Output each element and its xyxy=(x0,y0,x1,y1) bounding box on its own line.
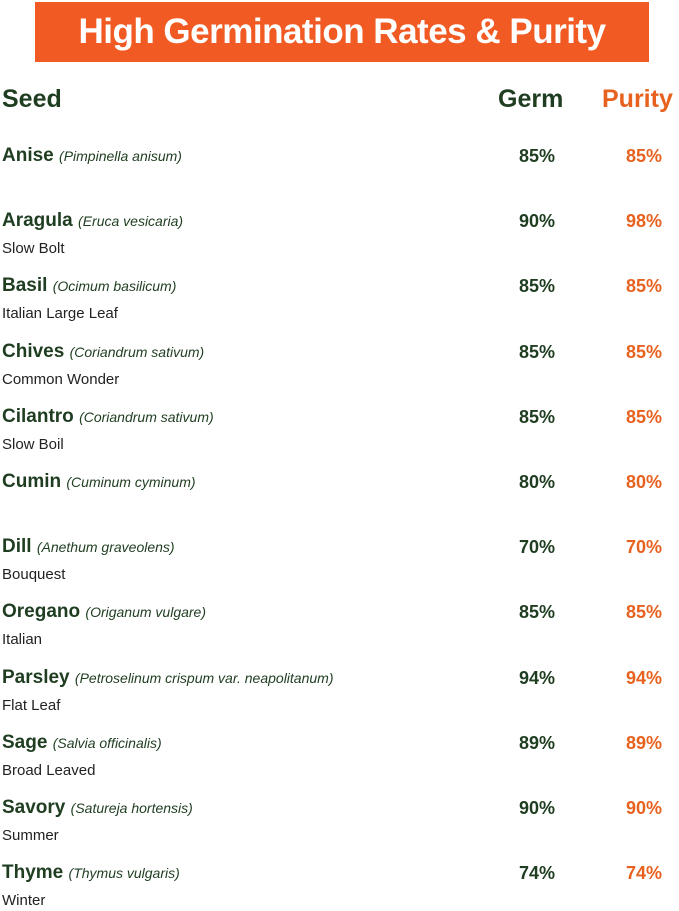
seed-name: Aragula xyxy=(2,210,73,232)
seed-name-line: Sage (Salvia officinalis) xyxy=(2,731,162,755)
latin-name: (Anethum graveolens) xyxy=(36,539,175,556)
seed-name: Basil xyxy=(2,275,48,297)
variety: Common Wonder xyxy=(2,370,120,388)
germ-value: 85% xyxy=(518,341,556,362)
germ-value: 74% xyxy=(518,863,556,884)
purity-value: 85% xyxy=(625,276,663,297)
variety: Italian xyxy=(2,631,43,649)
variety: Slow Bolt xyxy=(2,240,65,258)
seed-name-line: Cumin (Cuminum cyminum) xyxy=(2,470,196,494)
latin-name: (Ocimum basilicum) xyxy=(52,278,177,295)
purity-value: 85% xyxy=(625,406,663,427)
seed-name: Thyme xyxy=(2,862,64,884)
title-banner: High Germination Rates & Purity xyxy=(35,2,649,62)
seed-name-line: Basil (Ocimum basilicum) xyxy=(2,274,176,298)
germ-value: 89% xyxy=(518,732,556,753)
variety: Slow Boil xyxy=(2,435,64,453)
variety: Summer xyxy=(2,827,59,844)
germ-value: 85% xyxy=(518,406,556,427)
latin-name: (Eruca vesicaria) xyxy=(78,213,184,230)
seed-name-line: Oregano (Origanum vulgare) xyxy=(2,600,206,624)
seed-name: Oregano xyxy=(2,601,81,623)
purity-header: Purity xyxy=(602,85,673,113)
purity-value: 74% xyxy=(625,863,663,884)
latin-name: (Origanum vulgare) xyxy=(85,604,207,621)
purity-value: 90% xyxy=(625,798,663,818)
purity-value: 98% xyxy=(625,211,663,232)
seed-name-line: Savory (Satureja hortensis) xyxy=(2,796,193,820)
germ-value: 85% xyxy=(518,146,556,166)
seed-name: Anise xyxy=(2,145,54,166)
seed-name-line: Thyme (Thymus vulgaris) xyxy=(2,861,180,885)
seed-name-line: Anise (Pimpinella anisum) xyxy=(2,144,182,168)
germ-value: 80% xyxy=(518,472,556,492)
variety: Broad Leaved xyxy=(2,761,96,779)
purity-value: 89% xyxy=(625,732,663,753)
latin-name: (Satureja hortensis) xyxy=(70,800,193,816)
seed-name-line: Cilantro (Coriandrum sativum) xyxy=(2,405,214,429)
purity-value: 70% xyxy=(625,537,663,558)
seed-name: Parsley xyxy=(2,666,70,688)
latin-name: (Coriandrum sativum) xyxy=(79,408,214,425)
latin-name: (Coriandrum sativum) xyxy=(69,343,205,360)
seed-header: Seed xyxy=(2,85,62,113)
seed-name: Chives xyxy=(2,340,65,362)
seed-name-line: Parsley (Petroselinum crispum var. neapo… xyxy=(2,666,334,690)
latin-name: (Cuminum cyminum) xyxy=(66,474,196,490)
seed-name-line: Chives (Coriandrum sativum) xyxy=(2,340,204,364)
germ-value: 70% xyxy=(518,537,556,558)
latin-name: (Salvia officinalis) xyxy=(52,734,162,751)
seed-name: Dill xyxy=(2,536,32,558)
purity-value: 85% xyxy=(625,341,663,362)
purity-value: 85% xyxy=(625,146,663,166)
germ-header: Germ xyxy=(498,85,564,113)
variety: Flat Leaf xyxy=(2,696,61,714)
germ-value: 94% xyxy=(518,667,556,688)
latin-name: (Thymus vulgaris) xyxy=(68,865,180,882)
seed-name: Savory xyxy=(2,797,66,818)
variety: Italian Large Leaf xyxy=(2,305,118,323)
purity-value: 94% xyxy=(625,667,663,688)
germ-value: 90% xyxy=(518,798,556,818)
germ-value: 85% xyxy=(518,276,556,297)
latin-name: (Pimpinella anisum) xyxy=(59,148,182,164)
seed-name: Cumin xyxy=(2,471,62,492)
seed-name: Cilantro xyxy=(2,405,74,427)
purity-value: 85% xyxy=(625,602,663,623)
variety: Bouquest xyxy=(2,566,66,584)
seed-name: Sage xyxy=(2,731,48,753)
germ-value: 85% xyxy=(518,602,556,623)
germ-value: 90% xyxy=(518,211,556,232)
purity-value: 80% xyxy=(625,472,663,492)
variety: Winter xyxy=(2,892,46,910)
latin-name: (Petroselinum crispum var. neapolitanum) xyxy=(74,669,334,686)
seed-name-line: Dill (Anethum graveolens) xyxy=(2,535,175,559)
seed-name-line: Aragula (Eruca vesicaria) xyxy=(2,209,183,233)
